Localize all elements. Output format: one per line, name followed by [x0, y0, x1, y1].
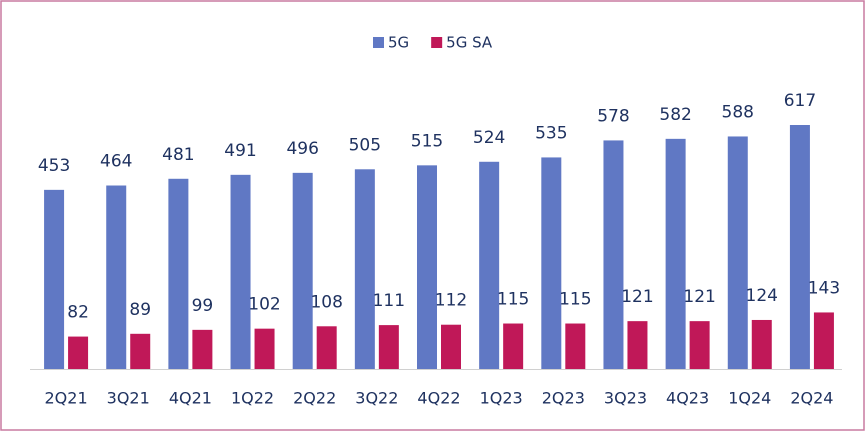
value-label: 453: [38, 156, 70, 176]
x-tick-label: 2Q22: [293, 389, 336, 408]
value-label: 505: [349, 135, 381, 155]
bar: [230, 174, 251, 369]
x-tick-label: 4Q21: [169, 389, 212, 408]
bar: [354, 169, 375, 369]
bar: [503, 323, 524, 369]
x-tick-label: 1Q24: [728, 389, 771, 408]
legend-label: 5G SA: [446, 34, 493, 52]
bar: [541, 157, 562, 369]
bar: [751, 319, 772, 369]
x-tick-label: 3Q21: [107, 389, 150, 408]
bar: [68, 336, 89, 369]
value-label: 121: [683, 287, 715, 307]
legend-swatch: [373, 37, 384, 48]
value-label: 102: [248, 295, 280, 315]
bar: [565, 323, 586, 369]
x-tick-label: 3Q22: [355, 389, 398, 408]
value-label: 115: [497, 290, 529, 310]
value-label: 464: [100, 152, 132, 172]
x-tick-label: 1Q22: [231, 389, 274, 408]
bar: [130, 333, 151, 369]
value-label: 89: [129, 300, 151, 320]
bar: [254, 328, 275, 369]
bar: [168, 178, 189, 369]
bar: [44, 189, 65, 369]
bar: [417, 165, 437, 369]
bar: [316, 326, 337, 369]
bar: [192, 329, 213, 369]
value-label: 112: [435, 291, 467, 311]
value-label: 481: [162, 145, 194, 165]
value-label: 578: [597, 106, 629, 126]
value-label: 588: [722, 102, 754, 122]
legend-swatch: [431, 37, 443, 48]
bar: [727, 136, 748, 369]
x-tick-label: 1Q23: [480, 389, 523, 408]
value-label: 111: [373, 291, 405, 311]
legend-label: 5G: [388, 34, 409, 52]
bar: [665, 138, 686, 369]
value-label: 143: [808, 278, 840, 298]
bar: [441, 324, 461, 369]
value-label: 82: [67, 303, 89, 323]
bar: [627, 321, 648, 369]
x-tick-label: 3Q23: [604, 389, 647, 408]
bar: [603, 140, 624, 369]
x-tick-label: 2Q21: [45, 389, 88, 408]
value-label: 515: [411, 131, 443, 151]
bar: [689, 321, 710, 369]
value-label: 108: [310, 292, 342, 312]
bar: [789, 125, 810, 369]
value-label: 491: [224, 141, 256, 161]
x-tick-label: 4Q23: [666, 389, 709, 408]
value-label: 121: [621, 287, 653, 307]
value-label: 124: [746, 286, 778, 306]
bar: [813, 312, 834, 369]
value-label: 496: [286, 139, 318, 159]
value-label: 524: [473, 128, 505, 148]
x-tick-label: 2Q24: [790, 389, 833, 408]
bar: [292, 172, 313, 369]
value-label: 99: [192, 296, 214, 316]
bar: [106, 185, 127, 369]
x-tick-label: 2Q23: [542, 389, 585, 408]
x-tick-label: 4Q22: [417, 389, 460, 408]
value-label: 617: [784, 91, 816, 111]
value-label: 115: [559, 290, 591, 310]
value-label: 582: [659, 105, 691, 125]
bar: [378, 325, 399, 369]
value-label: 535: [535, 123, 567, 143]
bar: [479, 161, 500, 369]
